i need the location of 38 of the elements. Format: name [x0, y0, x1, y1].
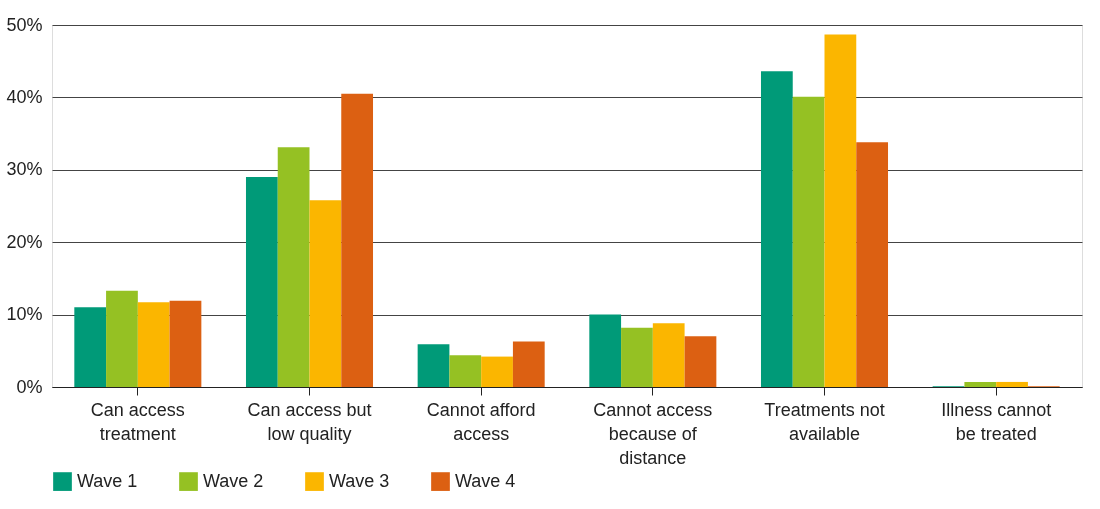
bar	[621, 327, 653, 387]
x-tick-label: Can access but low quality	[247, 399, 372, 444]
x-tick-label: Cannot access because of distance	[593, 399, 713, 468]
x-tick-label: Treatments not available	[764, 399, 885, 444]
bar	[964, 381, 997, 387]
bar	[856, 142, 889, 387]
bar	[417, 344, 450, 387]
bar	[341, 93, 374, 387]
y-tick-label: 10%	[6, 304, 43, 325]
bar	[824, 34, 857, 387]
bar	[684, 336, 717, 387]
legend-label: Wave 2	[203, 470, 264, 491]
legend-label: Wave 3	[329, 470, 390, 491]
legend-label: Wave 4	[455, 470, 516, 491]
bar	[589, 314, 622, 387]
y-tick-label: 50%	[6, 14, 43, 35]
y-tick-label: 40%	[6, 86, 43, 107]
bar	[652, 323, 685, 387]
bar	[792, 96, 825, 387]
y-tick-label: 20%	[6, 231, 43, 252]
legend-label: Wave 1	[77, 470, 138, 491]
bar	[996, 381, 1028, 387]
x-tick-label: Illness cannot be treated	[941, 399, 1052, 444]
bar	[277, 147, 310, 387]
x-tick-label: Cannot afford access	[426, 399, 536, 444]
bar	[512, 341, 545, 387]
bar	[137, 302, 170, 387]
bar	[449, 355, 482, 387]
bar	[106, 290, 138, 387]
bar	[760, 71, 793, 387]
x-tick-label: Can access treatment	[90, 399, 185, 444]
bar	[74, 307, 107, 387]
bar	[245, 177, 278, 387]
bar	[169, 300, 202, 387]
bar	[309, 200, 342, 387]
y-tick-label: 0%	[16, 376, 43, 397]
y-tick-label: 30%	[6, 159, 43, 180]
bar	[481, 356, 513, 387]
